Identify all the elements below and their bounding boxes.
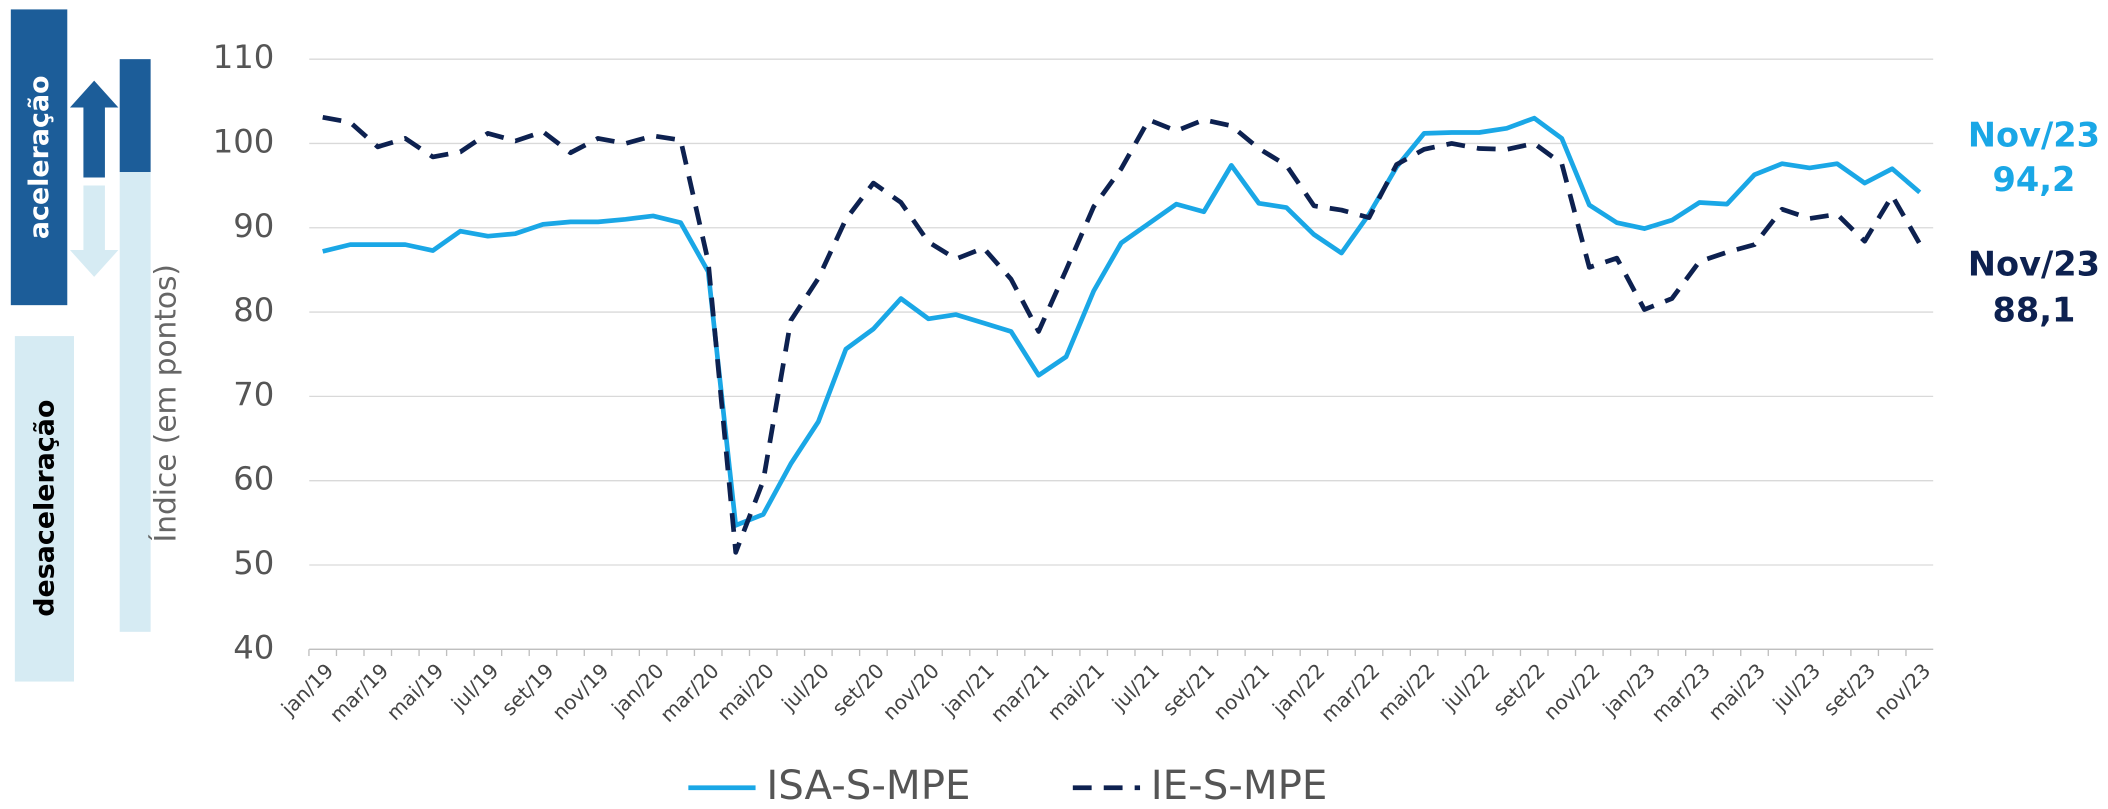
x-tick-label: mai/23 bbox=[1704, 659, 1770, 725]
x-tick-label: mar/22 bbox=[1316, 659, 1384, 727]
x-tick-label: mar/21 bbox=[986, 659, 1054, 727]
scale-bar-bottom bbox=[119, 172, 151, 632]
legend-label: IE-S-MPE bbox=[1151, 762, 1328, 809]
y-tick-label: 80 bbox=[233, 291, 274, 329]
x-tick-label: nov/22 bbox=[1539, 659, 1605, 725]
arrow-down bbox=[69, 185, 119, 277]
x-tick-label: nov/21 bbox=[1208, 659, 1274, 725]
x-tick-label: mai/19 bbox=[382, 659, 448, 725]
annotation-period: Nov/23 bbox=[1968, 245, 2100, 284]
x-tick-label: jul/19 bbox=[446, 659, 504, 717]
y-axis-label: Índice (em pontos) bbox=[147, 264, 182, 542]
series-line bbox=[322, 115, 1922, 555]
x-tick-label: nov/23 bbox=[1869, 659, 1935, 725]
annotation-period: Nov/23 bbox=[1968, 116, 2100, 155]
scale-bar-top bbox=[119, 59, 151, 173]
y-tick-label: 90 bbox=[233, 207, 274, 245]
x-tick-label: mai/21 bbox=[1043, 659, 1109, 725]
y-tick-label: 40 bbox=[233, 628, 274, 666]
x-tick-label: mar/23 bbox=[1647, 659, 1715, 727]
y-tick-label: 70 bbox=[233, 375, 274, 413]
annotation-value: 88,1 bbox=[1993, 290, 2076, 329]
side-label: aceleração bbox=[24, 75, 55, 239]
x-tick-label: jul/21 bbox=[1107, 659, 1165, 717]
x-tick-label: mai/22 bbox=[1373, 659, 1439, 725]
acceleration-box bbox=[10, 9, 68, 306]
y-tick-label: 110 bbox=[213, 38, 275, 76]
deceleration-box bbox=[14, 336, 75, 682]
annotation-value: 94,2 bbox=[1993, 160, 2076, 199]
x-tick-label: mar/20 bbox=[655, 659, 723, 727]
x-tick-label: jul/22 bbox=[1437, 659, 1495, 717]
x-tick-label: jul/20 bbox=[776, 659, 834, 717]
x-tick-label: nov/19 bbox=[547, 659, 613, 725]
y-tick-label: 50 bbox=[233, 544, 274, 582]
series-line bbox=[322, 115, 1922, 528]
y-tick-label: 100 bbox=[213, 122, 275, 160]
legend-label: ISA-S-MPE bbox=[766, 762, 970, 809]
y-tick-label: 60 bbox=[233, 460, 274, 498]
arrow-up bbox=[69, 80, 119, 178]
x-tick-label: mai/20 bbox=[712, 659, 778, 725]
x-tick-label: mar/19 bbox=[325, 659, 393, 727]
side-label: desaceleração bbox=[29, 400, 60, 617]
x-tick-label: nov/20 bbox=[878, 659, 944, 725]
x-tick-label: jul/23 bbox=[1768, 659, 1826, 717]
